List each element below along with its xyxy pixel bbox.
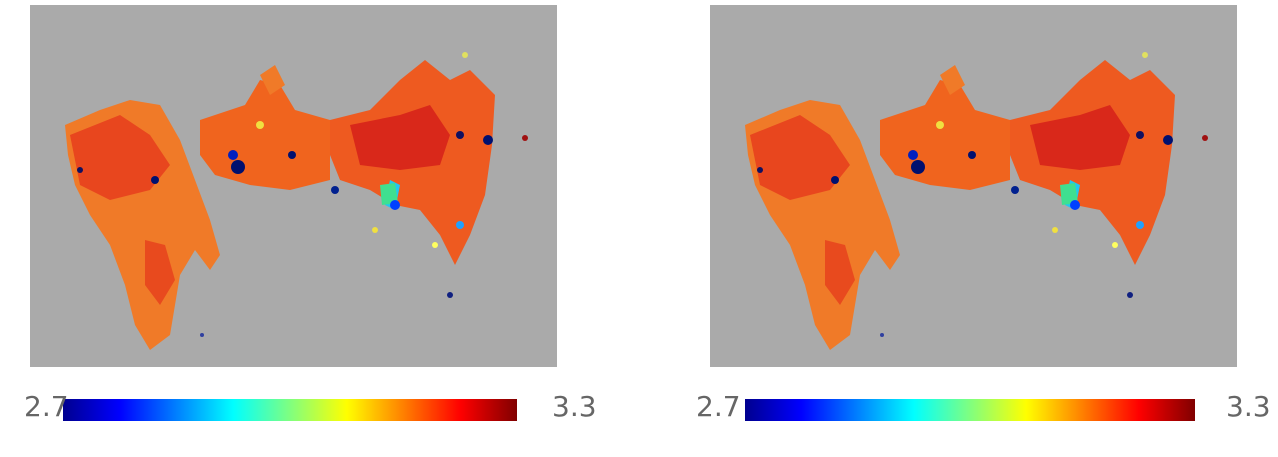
colorbar-max-label: 3.3 <box>1226 390 1271 423</box>
colorbar-max-label: 3.3 <box>552 390 597 423</box>
map-image <box>710 5 1237 367</box>
panel: 2.7 3.3 <box>24 5 597 423</box>
panel: 2.7 3.3 <box>696 5 1271 423</box>
colorbar <box>745 399 1195 421</box>
map-image <box>30 5 557 367</box>
colorbar <box>63 399 517 421</box>
colorbar-min-label: 2.7 <box>24 390 69 423</box>
colorbar-min-label: 2.7 <box>696 390 741 423</box>
